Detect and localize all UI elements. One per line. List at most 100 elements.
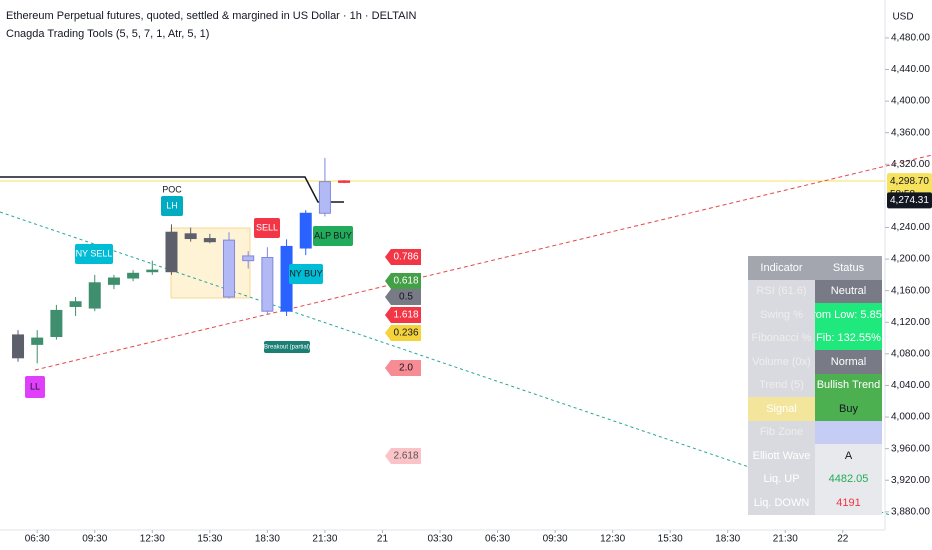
price-tag-label: 4,298.70 [890, 176, 929, 187]
table-row: Volume (0x) Normal [748, 350, 882, 374]
fib-label: 0.786 [393, 252, 418, 263]
candle-body [223, 239, 236, 298]
x-tick-label: 15:30 [197, 534, 222, 545]
y-tick-label: 3,880.00 [891, 506, 930, 517]
table-cell: Swing % [748, 303, 815, 327]
table-row: Signal Buy [748, 397, 882, 421]
table-cell: 4191 [815, 491, 882, 515]
x-tick-label: 06:30 [25, 534, 50, 545]
fib-label: 0.5 [399, 292, 413, 303]
candle-body [338, 180, 351, 183]
annotation: Breakout (partial) [264, 345, 310, 351]
table-cell: From Low: 5.85% [815, 303, 882, 327]
candle-body [146, 269, 159, 273]
currency: USD [892, 12, 913, 23]
annotation-box [161, 196, 183, 216]
labels: POC LH NY SELL SELL NY BUY ALP BUY LL Breakout … [25, 184, 421, 464]
table-cell: Volume (0x) [748, 350, 815, 374]
x-tick-label: 15:30 [658, 534, 683, 545]
x-tick-label: 21 [377, 534, 389, 545]
table-cell: Normal [815, 350, 882, 374]
annotation-box [313, 226, 353, 246]
table-cell: Buy [815, 397, 882, 421]
table-row: Liq. DOWN 4191 [748, 491, 882, 515]
annotation: LH [166, 200, 178, 210]
table-cell: Liq. DOWN [748, 491, 815, 515]
fib-tag [385, 273, 421, 289]
y-tick-label: 4,360.00 [891, 127, 930, 138]
table-row: Indicator Status [748, 256, 882, 280]
candle-body [107, 277, 120, 285]
annotation: NY SELL [76, 248, 113, 258]
candle-body [242, 255, 255, 262]
annotation: POC [162, 184, 182, 194]
table-row: Trend (5) Bullish Trend [748, 373, 882, 397]
x-tick-label: 12:30 [140, 534, 165, 545]
y-tick-label: 4,080.00 [891, 349, 930, 360]
chart-title: Ethereum Perpetual futures, quoted, sett… [6, 10, 417, 22]
y-tick-label: 4,440.00 [891, 64, 930, 75]
table-cell: Bullish Trend [815, 373, 882, 397]
fib-label: 1.618 [393, 310, 418, 321]
table-header: Status [815, 256, 882, 280]
x-tick-label: 09:30 [543, 534, 568, 545]
candle-body [318, 181, 331, 214]
annotation-box [75, 244, 113, 264]
price-tag-label: 4,274.31 [890, 195, 929, 206]
fib-label: 0.618 [393, 276, 418, 287]
fib-tag [385, 307, 421, 323]
y-tick-label: 4,320.00 [891, 159, 930, 170]
table-row: Liq. UP 4482.05 [748, 467, 882, 491]
fib-tag [385, 325, 421, 341]
x-tick-label: 12:30 [600, 534, 625, 545]
price-tag [887, 192, 932, 209]
table-cell: RSI (61.6) [748, 279, 815, 303]
candle-body [261, 256, 274, 312]
fib-label: 2.0 [399, 363, 413, 374]
y-tick-label: 4,120.00 [891, 317, 930, 328]
candle-body [203, 238, 216, 243]
candle-body [127, 272, 140, 279]
fib-tag [385, 448, 421, 464]
candle-body [165, 231, 178, 273]
candle-body [12, 334, 25, 359]
poc-line [0, 176, 344, 203]
y-tick-label: 3,920.00 [891, 475, 930, 486]
y-tick-label: 4,400.00 [891, 96, 930, 107]
table-row: Elliott Wave A [748, 444, 882, 468]
y-tick-label: 4,240.00 [891, 222, 930, 233]
fib-tag [385, 249, 421, 265]
y-tick-label: 4,200.00 [891, 254, 930, 265]
fib-tag [385, 360, 421, 376]
candle-body [299, 212, 312, 249]
annotation: SELL [256, 222, 278, 232]
candle-body [50, 309, 63, 337]
annotation-box [264, 341, 310, 353]
table-cell: Fibonacci % [748, 326, 815, 350]
table-header: Indicator [748, 256, 815, 280]
x-tick-label: 09:30 [82, 534, 107, 545]
table-cell: 4482.05 [815, 467, 882, 491]
fib-label: 0.236 [393, 328, 418, 339]
table-row: Fibonacci % Fib: 132.55% [748, 326, 882, 350]
table-cell: Fib Zone [748, 420, 815, 444]
table-row: RSI (61.6) Neutral [748, 279, 882, 303]
x-tick-label: 21:30 [773, 534, 798, 545]
y-tick-label: 4,160.00 [891, 285, 930, 296]
candle-body [184, 233, 197, 240]
x-tick-label: 06:30 [485, 534, 510, 545]
x-tick-label: 03:30 [427, 534, 452, 545]
candle-body [69, 301, 82, 307]
fib-tag [385, 289, 421, 305]
chart-subtitle: Cnagda Trading Tools (5, 5, 7, 1, Atr, 5… [6, 28, 209, 40]
table-cell: Neutral [815, 279, 882, 303]
annotation: LL [30, 381, 40, 391]
table-cell: Signal [748, 397, 815, 421]
y-tick-label: 4,480.00 [891, 33, 930, 44]
marks [12, 157, 351, 364]
table-cell: Fib: 132.55% [815, 326, 882, 350]
table-cell [815, 420, 882, 444]
